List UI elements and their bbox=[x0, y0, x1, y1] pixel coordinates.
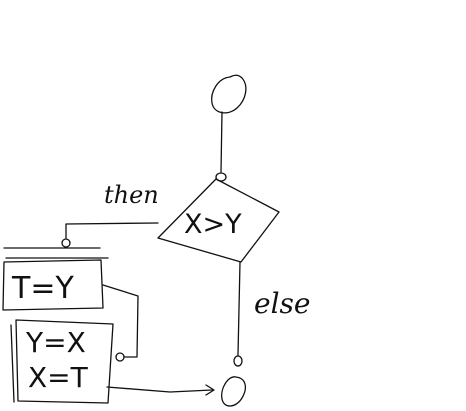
start-to-decision-connector bbox=[220, 111, 223, 173]
statement-box-2 bbox=[15, 319, 114, 404]
statement-2-line-2: X=T bbox=[28, 361, 89, 394]
statement-box-2-shadow bbox=[10, 324, 15, 403]
statement-1-text: T=Y bbox=[11, 271, 74, 306]
else-label: else bbox=[254, 287, 310, 320]
else-branch-port bbox=[233, 355, 243, 367]
decision-condition: X>Y bbox=[184, 209, 242, 240]
end-node bbox=[221, 376, 247, 407]
then-branch-connector bbox=[65, 222, 159, 239]
merge-arrowhead bbox=[205, 384, 215, 396]
else-branch-connector bbox=[237, 261, 241, 356]
merge-connector bbox=[106, 386, 213, 393]
start-node bbox=[211, 74, 247, 114]
then-label: then bbox=[104, 181, 159, 209]
statement-port bbox=[115, 352, 125, 362]
then-branch-port bbox=[61, 238, 71, 248]
decision-diamond bbox=[157, 178, 280, 263]
statement-connector bbox=[102, 284, 139, 358]
statement-2-line-1: Y=X bbox=[25, 326, 86, 359]
statement-box-1 bbox=[2, 259, 104, 311]
